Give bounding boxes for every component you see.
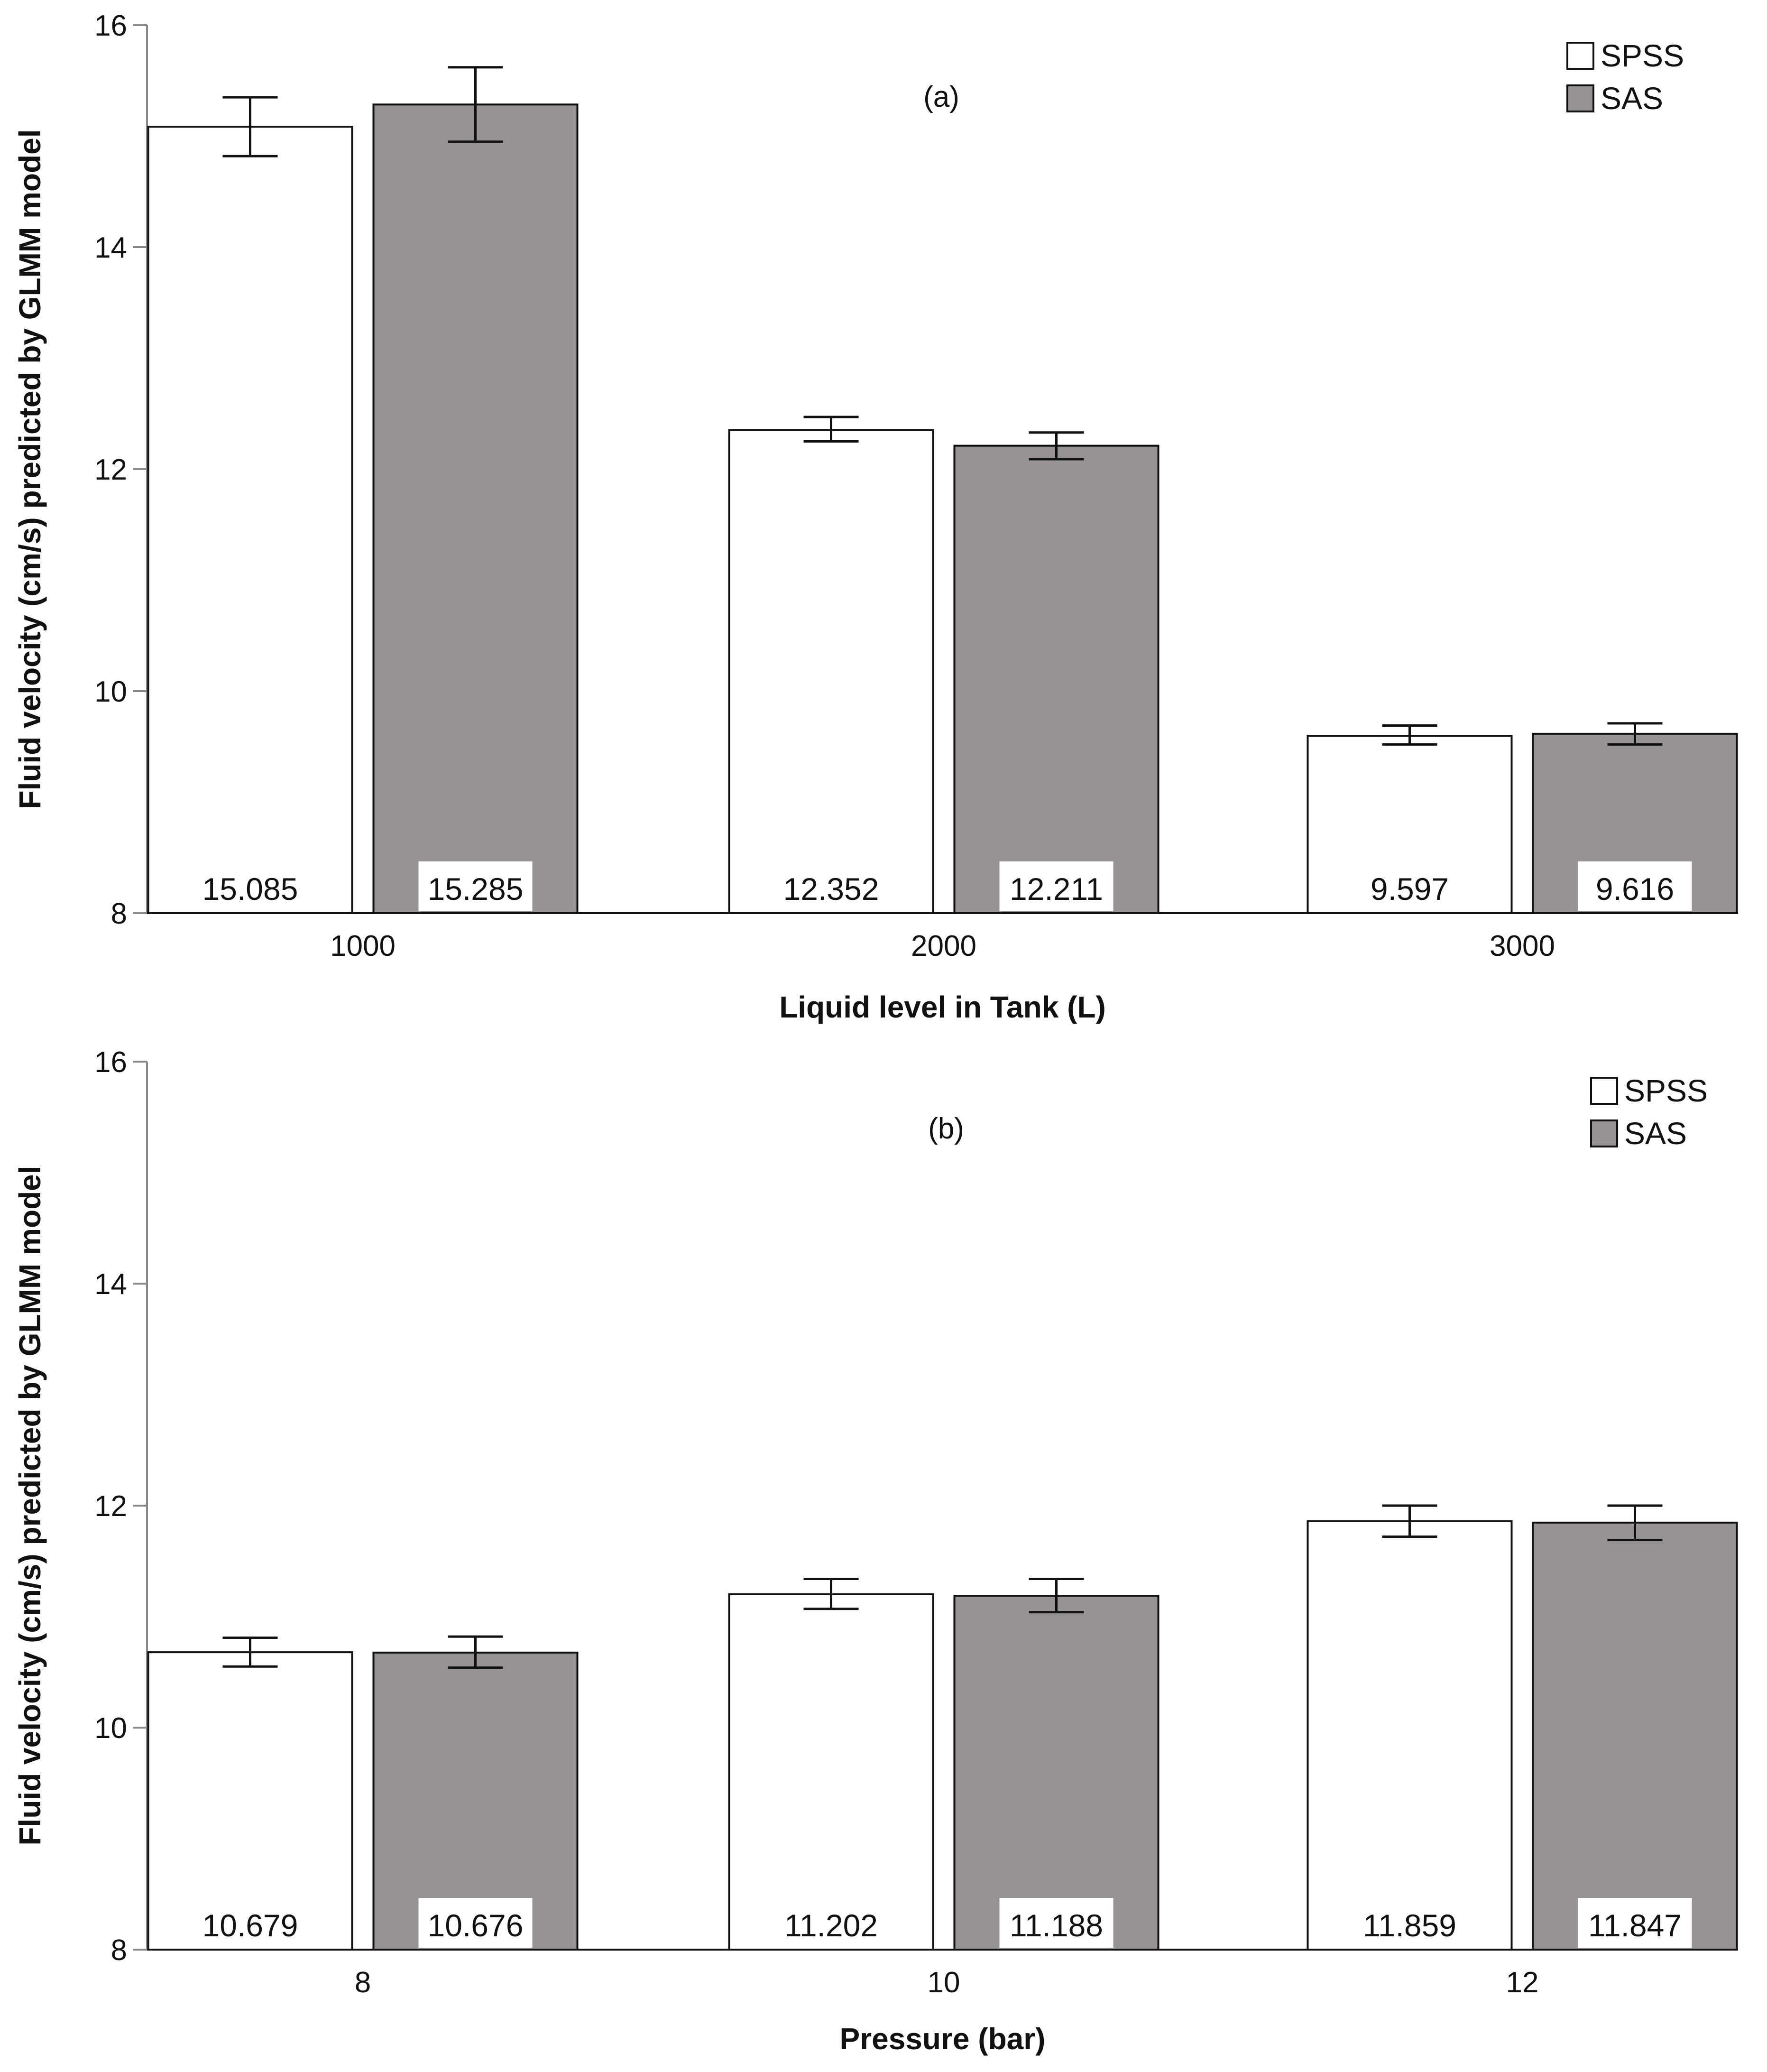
data-label-spss-b: 11.202 [784,1908,878,1943]
y-axis-title-b: Fluid velocity (cm/s) predicted by GLMM … [13,1166,47,1845]
data-label-bg-spss-b [193,1898,307,1948]
data-label-bg-sas-b [999,1898,1114,1948]
data-label-bg-spss-a [1353,861,1467,911]
x-tick-label-a: 1000 [330,930,396,962]
y-tick-label-a: 16 [94,9,127,42]
data-label-bg-sas-a [1578,861,1692,911]
legend-swatch-sas-b [1590,1119,1618,1147]
data-label-bg-sas-b [1578,1898,1692,1948]
data-label-bg-sas-a [999,861,1114,911]
x-tick-label-b: 8 [355,1966,371,1999]
bar-sas-b [1532,1521,1738,1951]
data-label-bg-spss-a [774,861,888,911]
data-label-spss-a: 12.352 [783,871,879,906]
x-tick-label-a: 2000 [911,930,976,962]
y-tick-label-a: 12 [94,453,127,486]
data-label-sas-a: 15.285 [428,871,524,906]
data-label-bg-sas-a [418,861,533,911]
data-label-bg-sas-b [418,1898,533,1948]
legend-swatch-spss-b [1590,1077,1618,1105]
y-tick-label-b: 16 [94,1046,127,1079]
bar-sas-a [372,103,579,914]
legend-label-spss-a: SPSS [1601,38,1684,73]
chart-panel-b: 8 10 12 14 16 8 10 12 10.679 11.202 11.859 10.676 11… [13,1046,1738,2056]
bar-sas-b [953,1595,1160,1951]
data-label-sas-a: 9.616 [1596,871,1674,906]
y-tick-label-b: 10 [94,1712,127,1745]
chart-panel-a: 8 10 12 14 16 1000 2000 3000 15.085 12.352 9.597 15… [13,9,1738,1024]
bar-spss-a [147,126,353,914]
y-tick-label-a: 14 [94,231,127,264]
x-tick-label-b: 12 [1506,1966,1539,1999]
data-label-spss-a: 15.085 [202,871,298,906]
x-axis-title-b: Pressure (bar) [840,2022,1046,2056]
data-label-sas-b: 10.676 [428,1908,524,1943]
legend-label-sas-a: SAS [1601,81,1663,116]
x-tick-label-b: 10 [928,1966,960,1999]
data-label-spss-b: 11.859 [1363,1908,1456,1943]
y-tick-label-b: 8 [111,1934,127,1967]
y-tick-label-b: 12 [94,1490,127,1523]
y-tick-label-a: 10 [94,675,127,708]
data-label-sas-b: 11.188 [1010,1908,1103,1943]
x-axis-title-a: Liquid level in Tank (L) [779,990,1106,1024]
legend-swatch-sas-a [1566,84,1594,112]
data-label-bg-spss-a [193,861,307,911]
legend-swatch-spss-a [1566,42,1594,70]
bar-spss-a [728,429,934,914]
bar-spss-b [1307,1520,1513,1951]
x-tick-label-a: 3000 [1490,930,1555,962]
bar-sas-a [953,444,1160,914]
bar-spss-b [728,1593,934,1951]
legend-label-spss-b: SPSS [1624,1073,1708,1108]
y-tick-label-a: 8 [111,897,127,930]
y-tick-label-b: 14 [94,1268,127,1301]
y-axis-title-a: Fluid velocity (cm/s) predicted by GLMM … [13,129,47,809]
data-label-sas-a: 12.211 [1010,871,1103,906]
data-label-spss-a: 9.597 [1371,871,1449,906]
data-label-bg-spss-b [1353,1898,1467,1948]
panel-label-a: (a) [923,81,959,113]
data-label-bg-spss-b [774,1898,888,1948]
legend-label-sas-b: SAS [1624,1116,1687,1151]
data-label-spss-b: 10.679 [202,1908,298,1943]
data-label-sas-b: 11.847 [1588,1908,1682,1943]
panel-label-b: (b) [928,1112,964,1145]
